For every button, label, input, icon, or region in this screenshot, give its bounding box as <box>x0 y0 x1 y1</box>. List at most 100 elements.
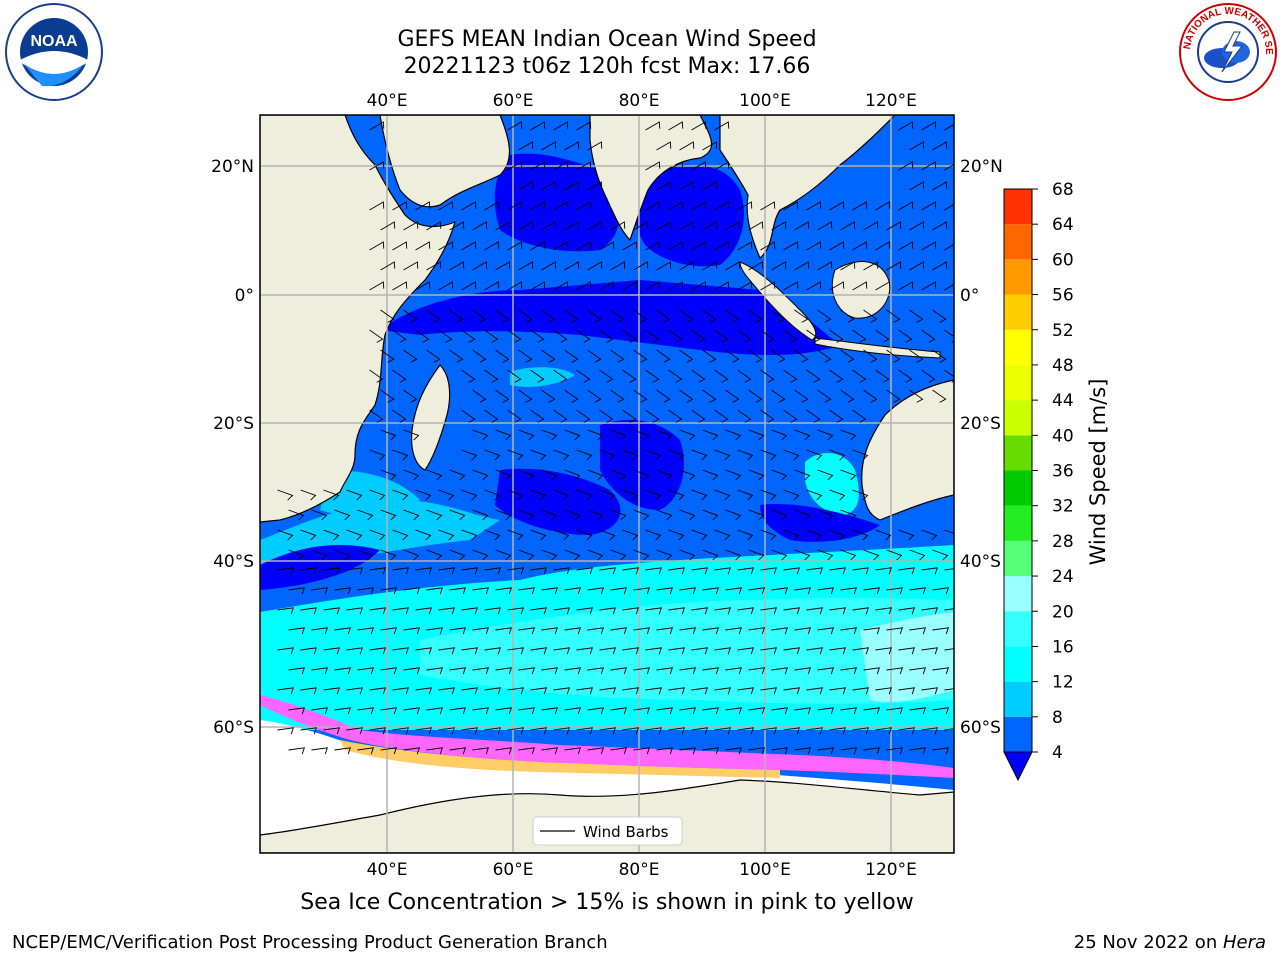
wind-zone-deepblue-bengal <box>633 165 744 267</box>
wind-barb <box>564 469 581 481</box>
wind-barb <box>530 727 548 735</box>
australia-land <box>861 379 954 521</box>
wind-barb <box>656 549 673 561</box>
wind-barb <box>300 529 317 541</box>
wind-barb <box>311 627 329 635</box>
wind-barb <box>702 349 717 363</box>
wind-barb <box>932 707 950 715</box>
wind-barb <box>541 261 557 271</box>
wind-barb <box>553 281 569 291</box>
wind-barb <box>817 747 835 755</box>
wind-barb <box>553 687 571 695</box>
wind-barb <box>518 221 534 231</box>
wind-barb <box>587 141 603 151</box>
wind-barb <box>817 509 834 521</box>
wind-barb <box>909 141 925 151</box>
map-frame <box>259 114 955 854</box>
wind-barb <box>553 241 569 251</box>
wind-barb <box>323 647 341 655</box>
wind-barb <box>553 121 569 131</box>
wind-barb <box>507 567 525 575</box>
wind-barb <box>541 509 558 521</box>
wind-barb <box>760 727 778 735</box>
wind-barb <box>702 309 717 323</box>
wind-barb <box>587 349 602 363</box>
wind-barb <box>449 587 467 595</box>
wind-barb <box>668 449 685 461</box>
wind-barb <box>472 667 490 675</box>
footer-system-name: Hera <box>1222 932 1266 953</box>
wind-barb <box>564 141 580 151</box>
wind-barb <box>737 647 755 655</box>
wind-barb <box>495 707 513 715</box>
wind-barb <box>702 509 719 521</box>
wind-barb <box>369 329 384 343</box>
wind-barb <box>403 509 420 521</box>
wind-barb <box>829 529 846 541</box>
wind-barb <box>323 567 341 575</box>
wind-barb <box>668 121 684 131</box>
wind-barb <box>783 369 798 383</box>
wind-barb <box>518 627 536 635</box>
wind-barb <box>806 409 821 423</box>
wind-barb <box>725 627 743 635</box>
wind-barb <box>921 241 937 251</box>
wind-barb <box>403 627 421 635</box>
wind-barb <box>288 747 306 755</box>
wind-barb <box>714 161 730 171</box>
wind-barb <box>921 647 939 655</box>
wind-barb <box>817 707 835 715</box>
colorbar-segment <box>1004 470 1032 506</box>
wind-barb <box>702 389 717 403</box>
wind-barb <box>956 748 972 754</box>
wind-barb <box>898 607 916 615</box>
wind-barb <box>599 687 617 695</box>
wind-barb <box>702 587 720 595</box>
wind-barb <box>599 449 616 461</box>
wind-barb <box>495 221 511 231</box>
wind-barb <box>346 489 363 501</box>
wind-barb <box>518 429 535 441</box>
colorbar-segment <box>1004 294 1032 330</box>
wind-barb <box>909 389 924 403</box>
wind-barb <box>702 747 720 755</box>
wind-barb <box>495 587 513 595</box>
wind-barb <box>668 529 685 541</box>
wind-barb <box>679 429 696 441</box>
wind-barb <box>300 687 318 695</box>
wind-barb <box>656 389 671 403</box>
wind-barb <box>909 309 924 323</box>
wind-barb <box>633 469 650 481</box>
left-lat-label: 20°N <box>211 157 254 177</box>
bottom-lon-label: 120°E <box>865 860 917 880</box>
colorbar-segment <box>1004 576 1032 612</box>
colorbar-tick-label: 32 <box>1052 497 1074 517</box>
wind-barb <box>576 241 592 251</box>
wind-barb <box>587 667 605 675</box>
wind-barb <box>461 329 476 343</box>
wind-barb <box>909 221 925 231</box>
wind-barb <box>737 607 755 615</box>
wind-barb <box>541 429 558 441</box>
wind-barb <box>829 409 844 423</box>
wind-barb <box>610 509 627 521</box>
wind-barb <box>691 121 707 131</box>
wind-barb <box>875 567 893 575</box>
wind-barb <box>852 241 868 251</box>
wind-barb <box>300 647 318 655</box>
wind-barb <box>576 529 593 541</box>
wind-barb <box>921 161 937 171</box>
wind-barb <box>610 469 627 481</box>
wind-barb <box>346 687 364 695</box>
wind-barb <box>794 221 810 231</box>
wind-barb <box>369 529 386 541</box>
wind-barb <box>875 529 892 541</box>
wind-barb <box>691 687 709 695</box>
wind-barb <box>737 449 754 461</box>
wind-barb <box>691 241 707 251</box>
wind-barb <box>760 409 775 423</box>
wind-barb <box>311 587 329 595</box>
wind-barb <box>461 529 478 541</box>
